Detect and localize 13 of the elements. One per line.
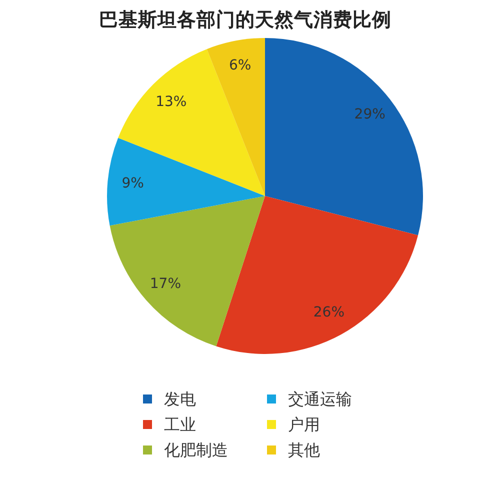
data-label: 13% — [156, 94, 187, 110]
chart-title: 巴基斯坦各部门的天然气消费比例 — [98, 9, 392, 31]
data-label: 6% — [229, 58, 252, 74]
data-label: 17% — [150, 276, 182, 292]
legend-label: 交通运输 — [288, 390, 352, 408]
legend-label: 其他 — [288, 440, 320, 460]
data-label: 29% — [354, 106, 386, 123]
data-label: 26% — [313, 304, 344, 320]
legend-label: 化肥制造 — [164, 440, 228, 460]
legend-label: 发电 — [164, 390, 196, 408]
legend-label: 工业 — [164, 415, 196, 434]
data-label: 9% — [122, 176, 144, 192]
legend-label: 户用 — [288, 415, 320, 434]
